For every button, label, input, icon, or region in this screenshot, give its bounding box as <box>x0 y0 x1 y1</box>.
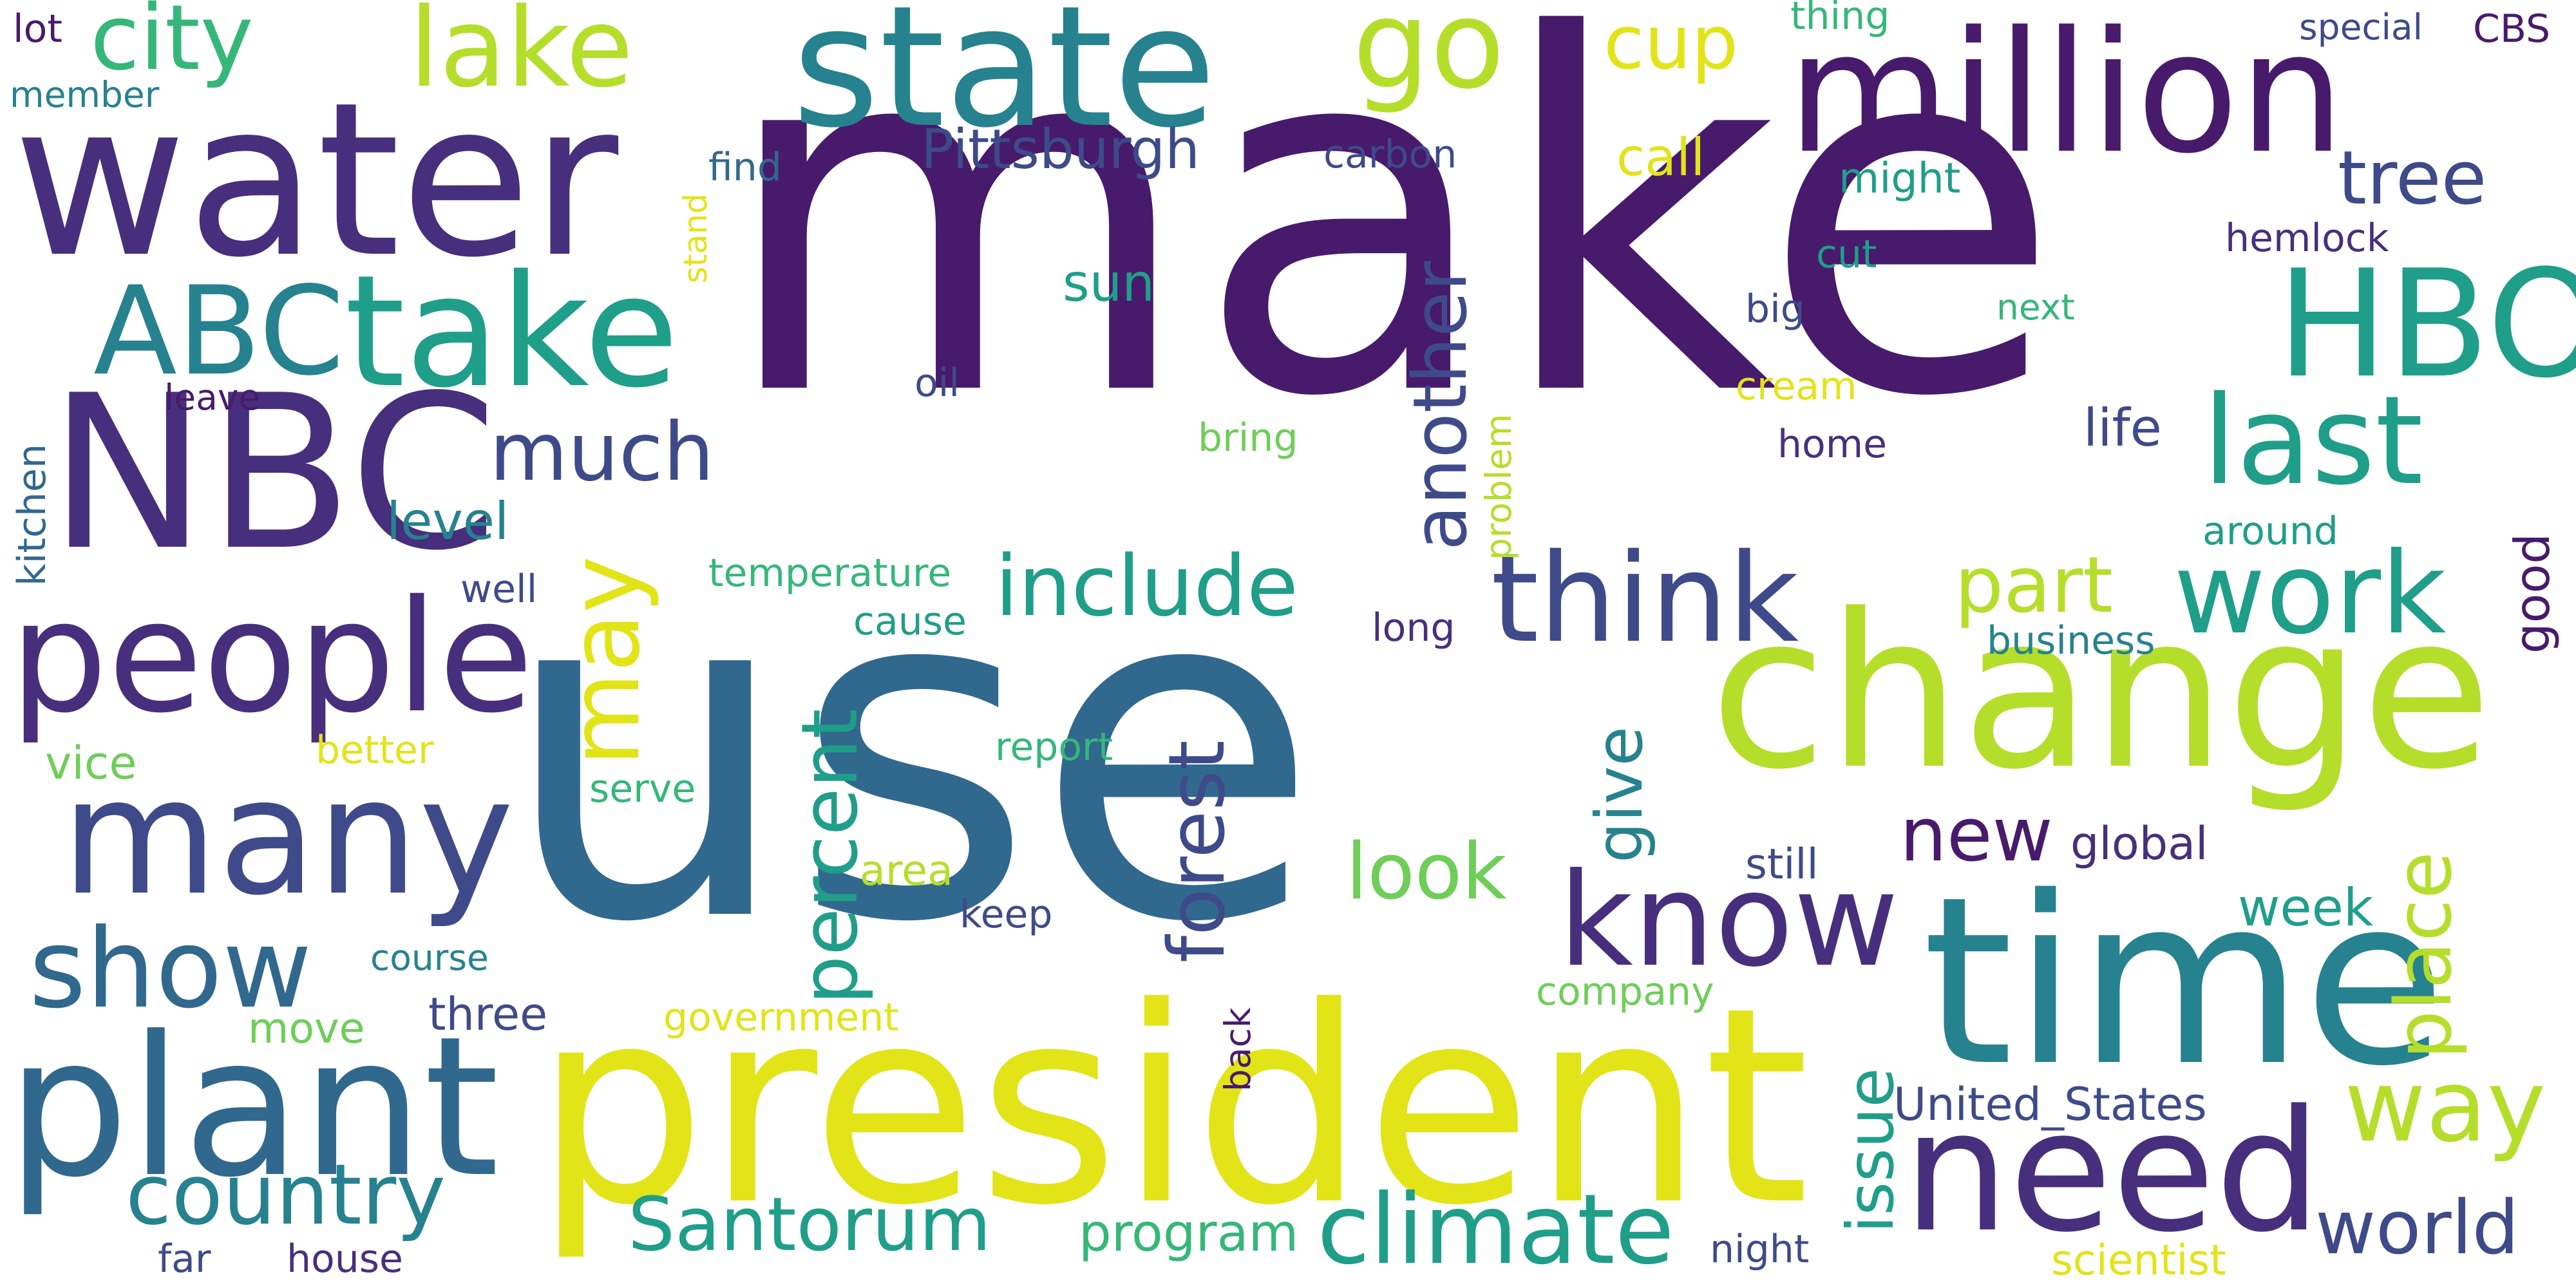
word-climate: climate <box>1317 1174 1674 1286</box>
word-call: call <box>1616 128 1705 187</box>
word-cup: cup <box>1604 0 1739 86</box>
word-hemlock: hemlock <box>2225 216 2389 261</box>
word-temperature: temperature <box>708 551 952 596</box>
word-oil: oil <box>914 361 960 406</box>
word-use: use <box>499 484 1320 1023</box>
word-city: city <box>90 0 254 91</box>
word-cream: cream <box>1736 364 1857 409</box>
word-home: home <box>1777 422 1888 467</box>
word-business: business <box>1987 618 2155 663</box>
word-plant: plant <box>6 995 500 1220</box>
word-million: million <box>1787 0 2345 191</box>
word-state: state <box>792 0 1217 165</box>
word-last: last <box>2202 370 2423 512</box>
word-many: many <box>61 743 515 931</box>
word-percent: percent <box>786 708 875 1005</box>
word-course: course <box>370 937 489 978</box>
word-far: far <box>158 1236 211 1282</box>
word-time: time <box>1922 847 2447 1117</box>
word-ABC: ABC <box>93 260 345 402</box>
word-show: show <box>29 905 312 1033</box>
word-much: much <box>489 406 714 499</box>
word-company: company <box>1536 969 1714 1014</box>
word-bring: bring <box>1198 415 1298 460</box>
word-take: take <box>345 242 679 422</box>
word-people: people <box>10 567 534 747</box>
word-good: good <box>2504 533 2561 654</box>
word-government: government <box>663 995 899 1040</box>
word-sun: sun <box>1063 253 1155 313</box>
word-stand: stand <box>677 193 714 283</box>
word-back: back <box>1217 1007 1258 1092</box>
word-next: next <box>1996 287 2075 328</box>
word-carbon: carbon <box>1323 132 1457 177</box>
word-keep: keep <box>960 892 1053 937</box>
word-need: need <box>1903 1075 2322 1269</box>
word-around: around <box>2202 509 2338 554</box>
word-CBS: CBS <box>2473 6 2551 52</box>
word-big: big <box>1745 287 1805 332</box>
word-night: night <box>1710 1227 1810 1272</box>
word-serve: serve <box>589 766 696 811</box>
word-president: president <box>535 950 1810 1265</box>
word-country: country <box>126 1146 446 1244</box>
word-place: place <box>2380 851 2469 1059</box>
word-thing: thing <box>1790 0 1890 39</box>
word-three: three <box>428 988 548 1041</box>
word-another: another <box>1397 261 1484 551</box>
word-problem: problem <box>1478 413 1519 560</box>
word-might: might <box>1839 155 1961 203</box>
word-work: work <box>2174 529 2447 659</box>
word-part: part <box>1955 541 2114 630</box>
word-level: level <box>386 491 509 551</box>
word-way: way <box>2344 1048 2546 1164</box>
word-NBC: NBC <box>48 350 498 597</box>
word-global: global <box>2070 817 2208 870</box>
word-life: life <box>2083 398 2162 458</box>
word-give: give <box>1582 726 1657 863</box>
word-make: make <box>718 0 2062 504</box>
word-may: may <box>549 556 661 766</box>
word-look: look <box>1346 828 1507 917</box>
word-area: area <box>860 847 953 895</box>
word-Pittsburgh: Pittsburgh <box>921 118 1200 182</box>
word-include: include <box>995 537 1298 635</box>
word-week: week <box>2238 878 2374 938</box>
word-scientist: scientist <box>2051 1236 2226 1285</box>
word-lot: lot <box>13 6 62 52</box>
word-report: report <box>995 724 1113 770</box>
word-find: find <box>708 145 782 190</box>
word-new: new <box>1900 792 2053 878</box>
word-water: water <box>13 57 619 304</box>
word-better: better <box>316 728 434 773</box>
word-vice: vice <box>45 737 137 790</box>
word-lake: lake <box>409 0 634 112</box>
word-issue: issue <box>1833 1068 1908 1233</box>
word-still: still <box>1745 840 1819 889</box>
word-program: program <box>1079 1203 1299 1263</box>
word-change: change <box>1710 569 2492 816</box>
word-forest: forest <box>1153 740 1242 963</box>
word-Santorum: Santorum <box>628 1182 991 1268</box>
word-well: well <box>460 567 538 612</box>
word-tree: tree <box>2338 135 2487 222</box>
word-world: world <box>2315 1185 2519 1271</box>
word-leave: leave <box>164 377 261 418</box>
word-long: long <box>1372 605 1455 650</box>
word-move: move <box>248 1005 365 1053</box>
word-know: know <box>1558 846 1899 996</box>
word-cause: cause <box>853 599 967 644</box>
word-think: think <box>1491 527 1799 670</box>
word-cut: cut <box>1816 232 1877 277</box>
word-HBO: HBO <box>2277 239 2576 411</box>
word-house: house <box>287 1236 403 1282</box>
word-go: go <box>1352 0 1505 116</box>
word-United_States: United_States <box>1893 1078 2207 1131</box>
word-kitchen: kitchen <box>10 444 55 586</box>
word-special: special <box>2299 6 2423 48</box>
word-member: member <box>10 74 160 115</box>
